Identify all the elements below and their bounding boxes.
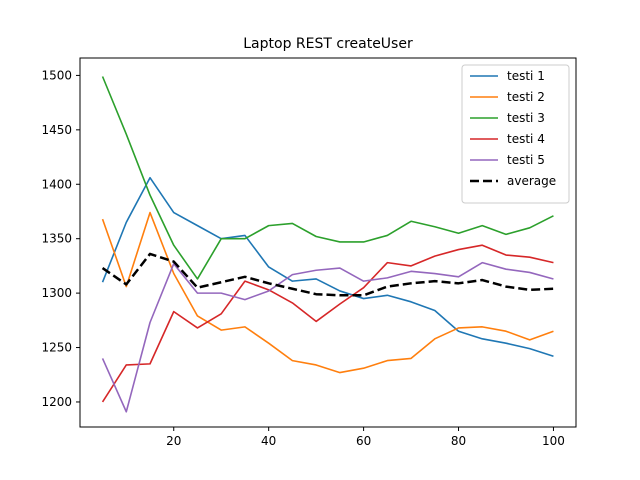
y-tick-label: 1350 [41, 232, 72, 246]
y-tick-label: 1500 [41, 68, 72, 82]
series-line-4 [101, 244, 554, 403]
y-tick-label: 1450 [41, 123, 72, 137]
plot-area: 20 40 60 80 100 1200 1250 1300 1350 1400 1450 1500 t… [41, 57, 577, 448]
series-line-3 [101, 76, 554, 280]
y-tick-label: 1400 [41, 177, 72, 191]
y-tick-label: 1300 [41, 286, 72, 300]
x-tick-label: 40 [261, 434, 276, 448]
legend-label-2: testi 2 [507, 90, 545, 104]
legend-label-5: testi 5 [507, 153, 545, 167]
series-line-2 [101, 211, 554, 374]
y-tick-label: 1200 [41, 395, 72, 409]
y-tick-label: 1250 [41, 341, 72, 355]
series-line-1 [101, 176, 554, 358]
legend-label-6: average [507, 174, 556, 188]
x-tick-label: 20 [166, 434, 181, 448]
chart-title: Laptop REST createUser [243, 36, 413, 52]
legend-box [461, 64, 570, 204]
series-line-6 [101, 252, 554, 297]
x-tick-label: 80 [451, 434, 466, 448]
axes-frame [79, 57, 577, 428]
legend-label-4: testi 4 [507, 132, 545, 146]
x-tick-label: 100 [542, 434, 565, 448]
legend: testi 1 testi 2 testi 3 testi 4 testi 5 avera… [461, 64, 570, 204]
series-line-5 [101, 261, 554, 413]
legend-label-3: testi 3 [507, 111, 545, 125]
x-tick-label: 60 [356, 434, 371, 448]
legend-label-1: testi 1 [507, 69, 545, 83]
series-lines [101, 76, 554, 413]
